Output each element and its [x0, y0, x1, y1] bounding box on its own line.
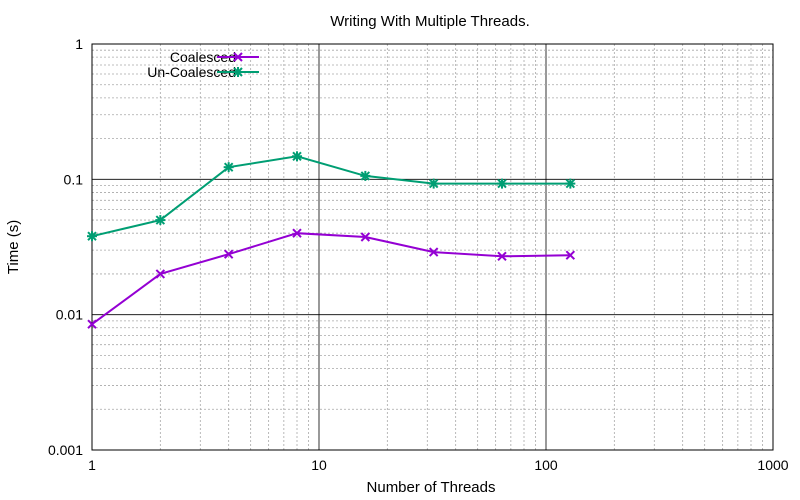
x-tick-label: 1000 — [757, 457, 788, 473]
series-un-coalesced — [87, 151, 576, 242]
data-point — [223, 249, 234, 259]
data-point — [87, 319, 97, 329]
data-point — [87, 231, 97, 242]
data-point — [428, 247, 439, 257]
data-point — [497, 251, 507, 261]
y-tick-label: 0.1 — [64, 171, 84, 187]
data-point — [497, 178, 508, 189]
axes: 1 10 100 1000 0.001 0.01 0.1 1 — [48, 36, 789, 473]
data-point — [155, 269, 166, 279]
x-tick-label: 10 — [311, 457, 327, 473]
plot-series — [87, 151, 576, 329]
series-line — [91, 232, 571, 326]
y-tick-label: 0.001 — [48, 442, 83, 458]
data-point — [233, 67, 243, 77]
grid — [92, 44, 773, 450]
series-coalesced — [87, 228, 576, 329]
legend-entry: Un-Coalesced — [147, 64, 259, 80]
series-line — [91, 155, 571, 238]
x-tick-label: 100 — [534, 457, 558, 473]
data-point — [292, 228, 302, 238]
y-tick-label: 0.01 — [56, 307, 83, 323]
data-point — [360, 232, 371, 242]
legend-entry: Coalesced — [170, 49, 259, 65]
data-point — [223, 162, 234, 173]
y-tick-label: 1 — [75, 36, 83, 52]
y-axis-label: Time (s) — [5, 220, 22, 274]
data-point — [292, 151, 303, 162]
x-axis-label: Number of Threads — [367, 479, 496, 496]
data-point — [428, 178, 439, 189]
data-point — [233, 52, 243, 62]
data-point — [360, 170, 371, 181]
chart-title: Writing With Multiple Threads. — [330, 13, 530, 30]
data-point — [565, 250, 576, 260]
data-point — [565, 178, 576, 189]
plot-border — [91, 43, 774, 451]
legend-label: Un-Coalesced — [147, 64, 236, 80]
legend-label: Coalesced — [170, 49, 236, 65]
data-point — [155, 215, 166, 226]
x-tick-label: 1 — [88, 457, 96, 473]
